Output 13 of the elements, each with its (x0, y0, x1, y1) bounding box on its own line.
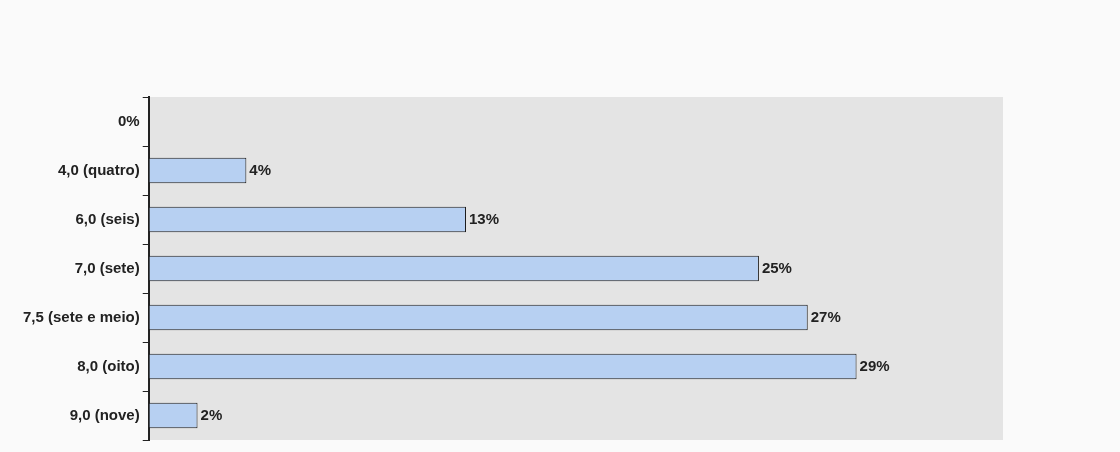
data-label: 29% (859, 356, 890, 374)
y-tick-label: 8,0 (oito) (77, 356, 140, 374)
y-tick-label: 7,5 (sete e meio) (23, 307, 140, 325)
data-label: 25% (761, 258, 792, 276)
data-label: 27% (810, 307, 841, 325)
y-tick-label: 7,0 (sete) (74, 258, 140, 276)
data-label: 2% (200, 405, 223, 423)
y-tick-label: 4,0 (quatro) (58, 160, 140, 178)
y-tick-label: 6,0 (seis) (75, 209, 140, 227)
data-label: 4% (249, 160, 272, 178)
y-tick-label: 0% (118, 111, 140, 129)
y-tick-label: 9,0 (nove) (69, 405, 140, 423)
data-label: 13% (469, 209, 500, 227)
